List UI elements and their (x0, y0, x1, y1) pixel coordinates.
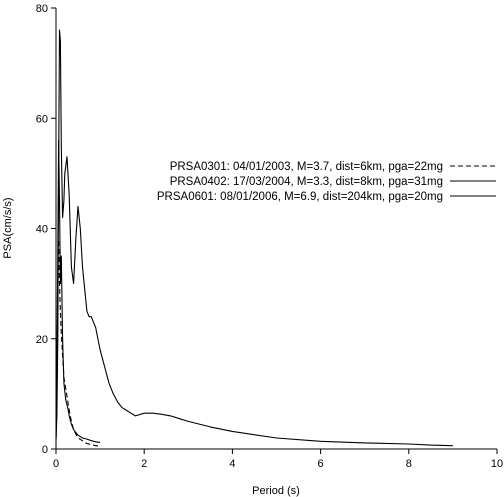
legend-entry-label: PRSA0601: 08/01/2006, M=6.9, dist=204km,… (157, 191, 443, 203)
y-tick-label: 60 (36, 113, 48, 125)
series-line-1 (55, 238, 101, 447)
x-tick-label: 0 (53, 458, 59, 470)
y-tick-label: 40 (36, 224, 48, 236)
series-line-2 (55, 139, 101, 443)
axes: 0 2 4 6 8 10 0 20 40 60 80 (36, 3, 503, 470)
x-tick-label: 10 (491, 458, 503, 470)
x-tick-label: 8 (406, 458, 412, 470)
legend-entry-label: PRSA0402: 17/03/2004, M=3.3, dist=8km, p… (170, 176, 443, 188)
y-tick-label: 20 (36, 334, 48, 346)
x-tick-label: 6 (318, 458, 324, 470)
legend: PRSA0301: 04/01/2003, M=3.7, dist=6km, p… (157, 161, 496, 203)
x-tick-label: 4 (229, 458, 235, 470)
series-layer (55, 29, 453, 447)
x-tick-label: 2 (141, 458, 147, 470)
x-axis-label: Period (s) (252, 485, 300, 497)
legend-entry-label: PRSA0301: 04/01/2003, M=3.7, dist=6km, p… (170, 161, 443, 173)
series-line-3 (55, 29, 453, 447)
y-axis-label: PSA(cm/s/s) (2, 197, 14, 258)
y-tick-label: 0 (42, 444, 48, 456)
y-tick-label: 80 (36, 3, 48, 15)
